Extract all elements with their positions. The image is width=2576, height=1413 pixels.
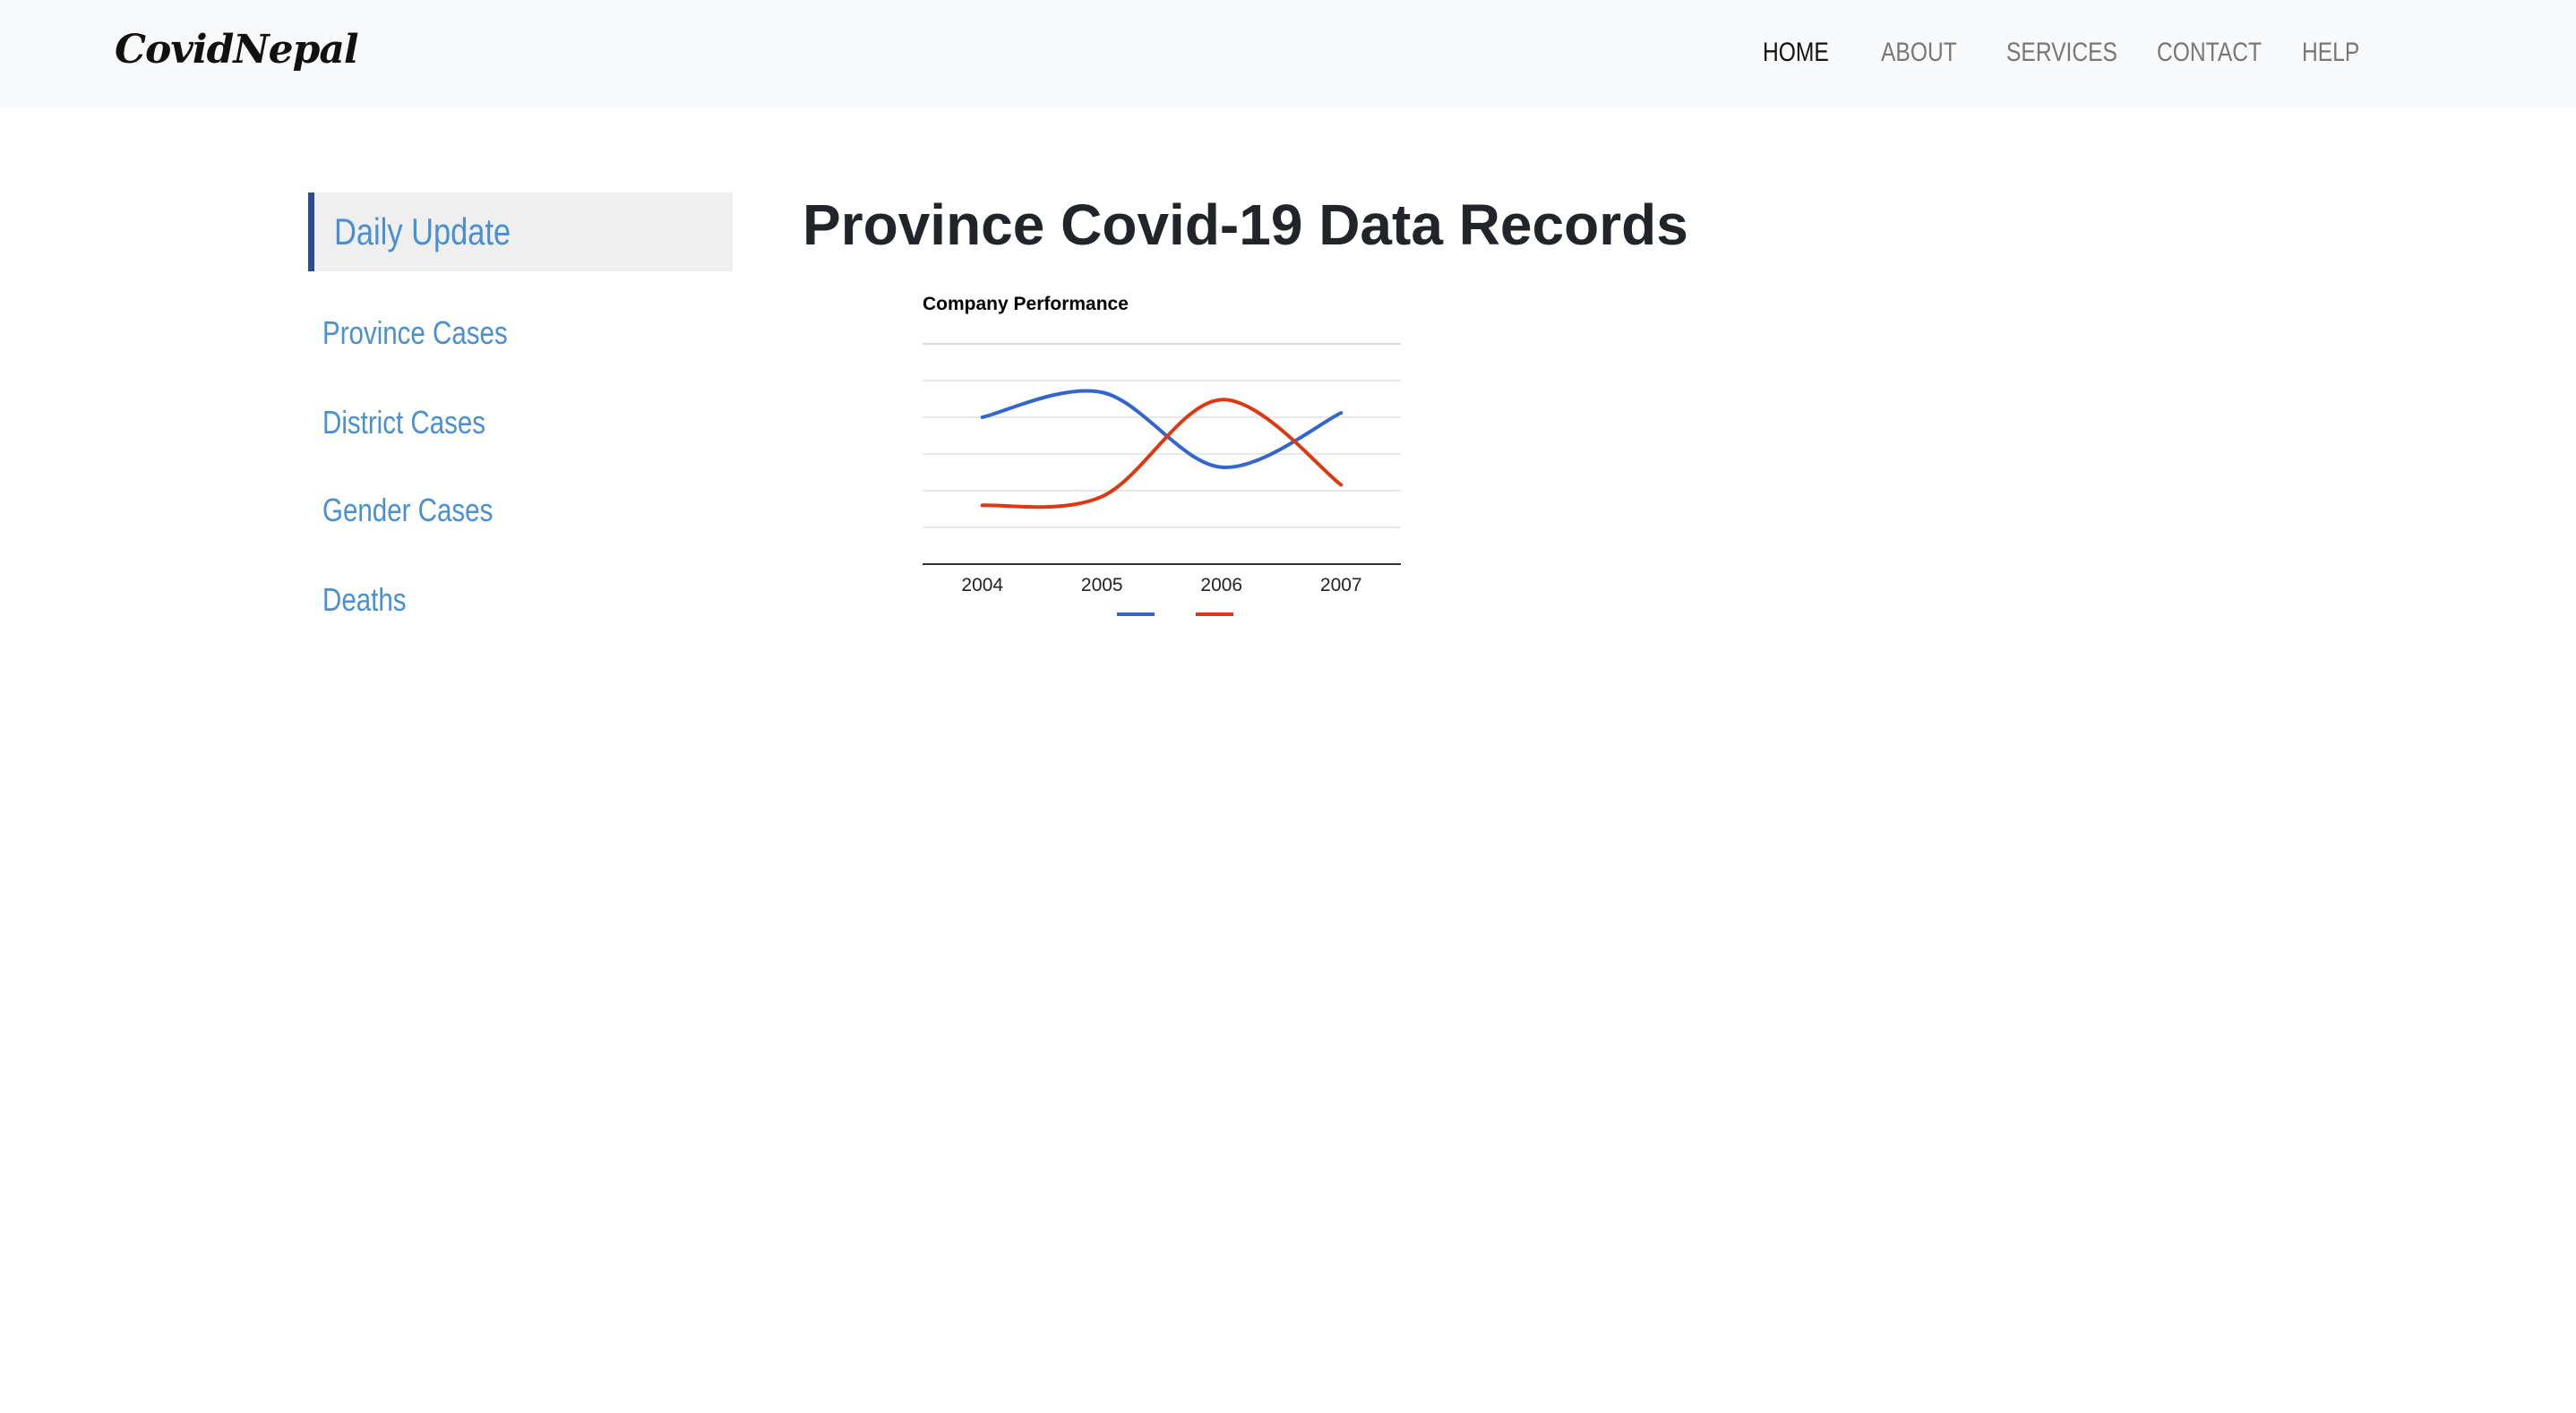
- chart-series: [980, 389, 1344, 510]
- nav-contact[interactable]: CONTACT: [2157, 38, 2263, 67]
- sidebar-item-daily-update[interactable]: Daily Update: [308, 193, 733, 271]
- chart-x-ticks: 2004 2005 2006 2007: [961, 575, 1361, 595]
- sidebar-item-deaths[interactable]: Deaths: [322, 581, 407, 618]
- nav-help[interactable]: HELP: [2302, 38, 2360, 67]
- brand-logo[interactable]: CovidNepal: [115, 27, 359, 73]
- chart-series-line-2: [980, 398, 1344, 510]
- chart-x-tick-label: 2007: [1320, 575, 1362, 595]
- chart-title: Company Performance: [923, 294, 1129, 314]
- page-title: Province Covid-19 Data Records: [803, 193, 1688, 257]
- chart-grid: [923, 343, 1401, 565]
- chart-x-tick-label: 2006: [1200, 575, 1242, 595]
- nav-services[interactable]: SERVICES: [2006, 38, 2117, 67]
- chart-x-tick-label: 2005: [1081, 575, 1123, 595]
- nav-home[interactable]: HOME: [1763, 38, 1829, 67]
- sidebar-item-label: Daily Update: [334, 210, 511, 253]
- sidebar-item-province-cases[interactable]: Province Cases: [322, 314, 508, 351]
- chart-svg: Company Performance 2004 2005 2006 2007: [923, 294, 1401, 616]
- chart-series-line-1: [980, 389, 1344, 469]
- navbar: CovidNepal HOME ABOUT SERVICES CONTACT H…: [0, 0, 2576, 107]
- sidebar-item-district-cases[interactable]: District Cases: [322, 404, 486, 441]
- nav-about[interactable]: ABOUT: [1881, 38, 1957, 67]
- line-chart: Company Performance 2004 2005 2006 2007: [896, 287, 1433, 627]
- sidebar-item-gender-cases[interactable]: Gender Cases: [322, 492, 494, 528]
- chart-x-tick-label: 2004: [961, 575, 1003, 595]
